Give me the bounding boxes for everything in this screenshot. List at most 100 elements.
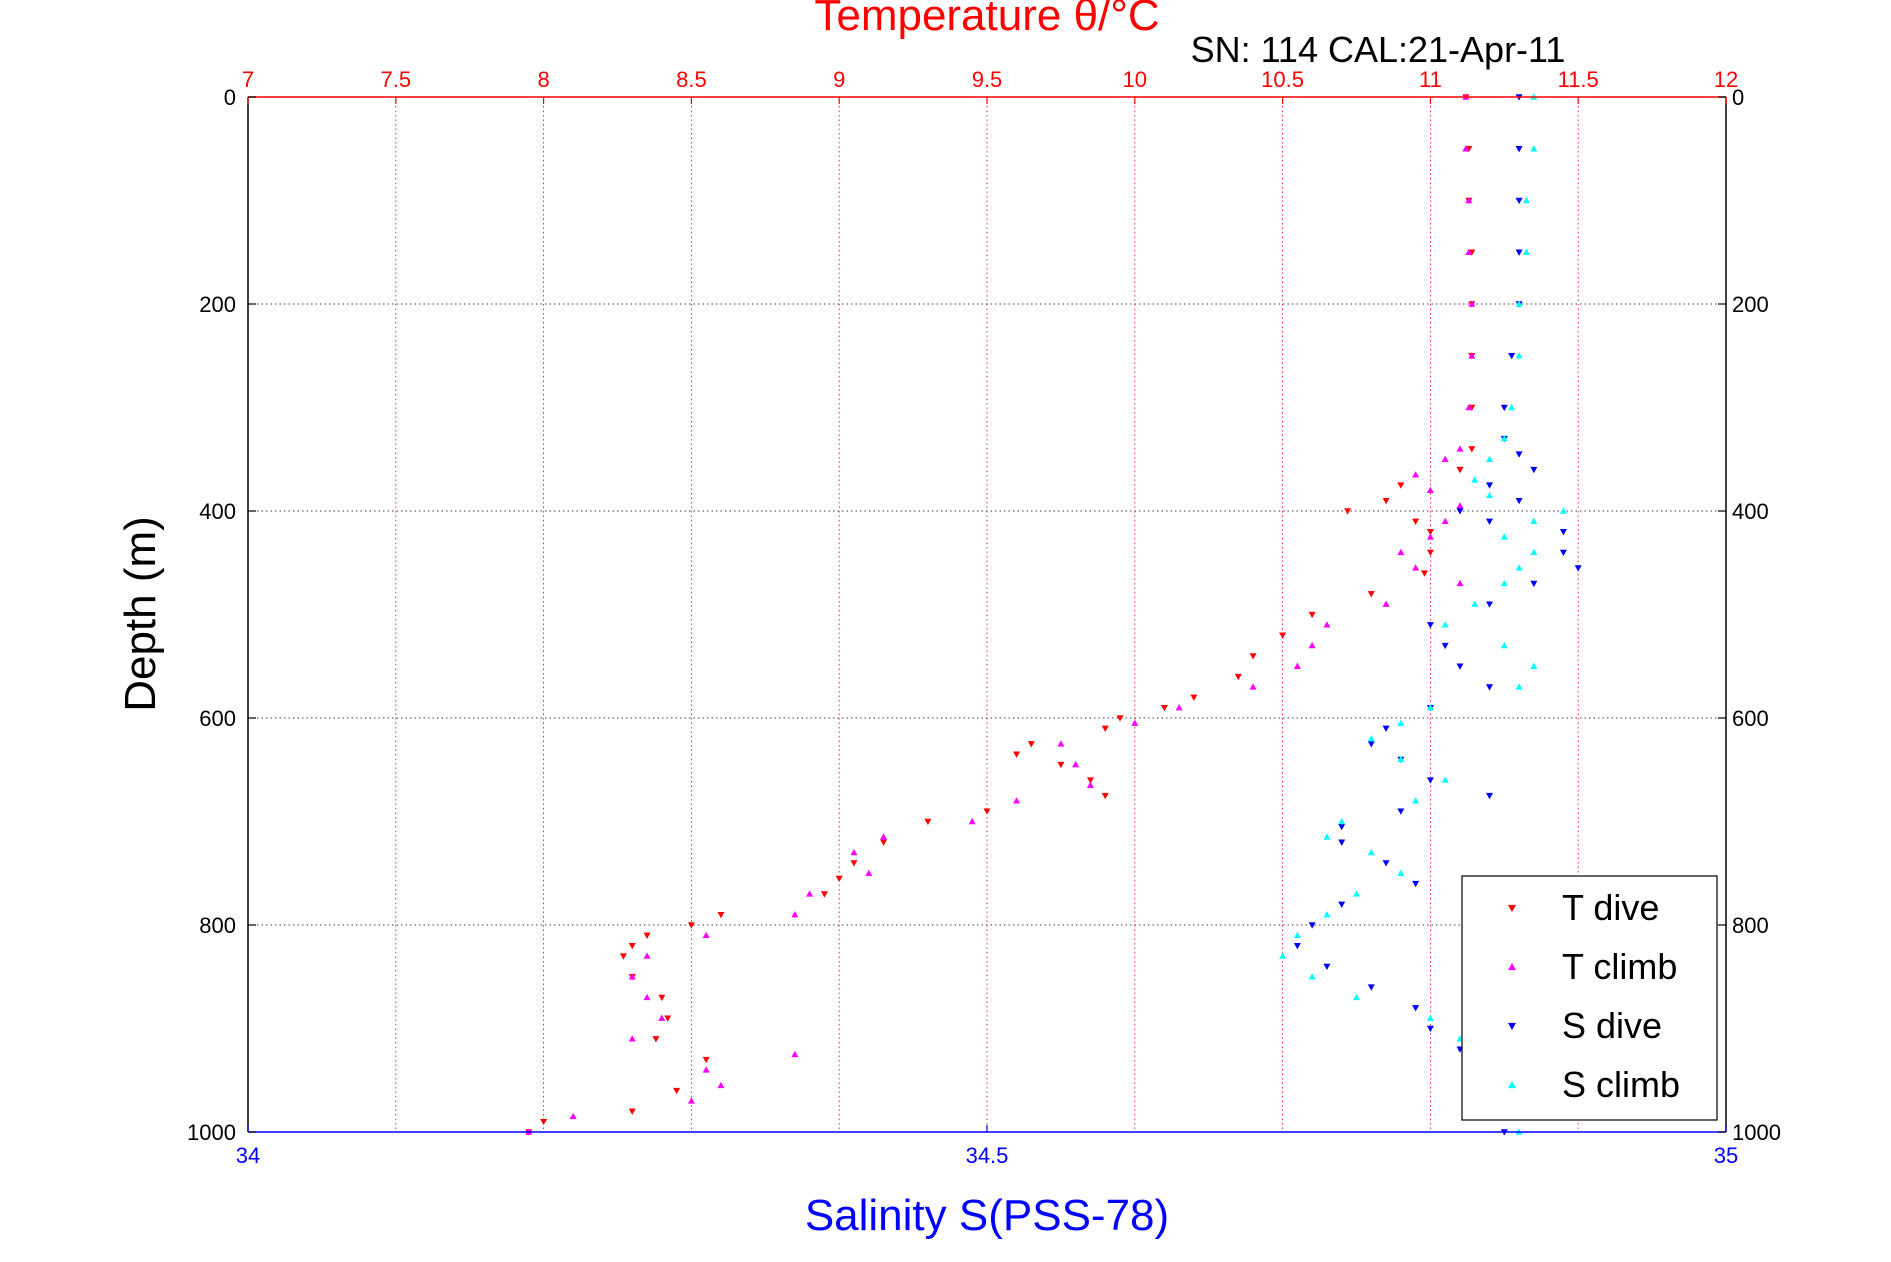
series-s-climb: [1279, 93, 1567, 1135]
legend-marker: [1507, 1080, 1517, 1089]
data-point-s-dive: [1515, 497, 1523, 505]
left-tick-label: 400: [199, 499, 236, 524]
data-point-s-dive: [1456, 663, 1464, 670]
data-point-t-dive: [1234, 673, 1242, 681]
data-point-s-climb: [1508, 403, 1516, 411]
data-point-s-dive: [1426, 777, 1434, 784]
data-point-s-climb: [1500, 434, 1508, 442]
left-tick-label: 1000: [187, 1120, 236, 1145]
data-point-s-climb: [1279, 952, 1287, 959]
data-point-s-climb: [1530, 662, 1538, 669]
data-point-s-climb: [1515, 564, 1523, 571]
top-tick-label: 7: [242, 67, 254, 92]
legend-label: T dive: [1562, 887, 1659, 928]
data-point-t-dive: [1367, 591, 1375, 598]
data-point-t-climb: [1468, 352, 1476, 359]
data-point-t-climb: [1249, 683, 1257, 690]
data-point-t-climb: [643, 952, 651, 959]
data-point-s-climb: [1522, 248, 1530, 255]
data-point-s-dive: [1308, 922, 1316, 929]
data-point-s-dive: [1486, 792, 1494, 800]
top-tick-label: 10: [1123, 67, 1147, 92]
data-point-s-dive: [1486, 518, 1494, 525]
data-point-t-dive: [1344, 508, 1352, 515]
data-point-t-climb: [1426, 533, 1434, 540]
legend-box: [1461, 875, 1718, 1121]
data-point-s-dive: [1441, 642, 1449, 650]
data-point-s-dive: [1574, 565, 1582, 572]
data-point-s-dive: [1508, 353, 1516, 360]
data-point-s-climb: [1500, 533, 1508, 540]
data-point-s-dive: [1382, 725, 1390, 732]
data-point-t-climb: [806, 890, 814, 897]
top-tick-label: 7.5: [381, 67, 412, 92]
data-point-s-dive: [1338, 901, 1346, 908]
data-point-t-climb: [880, 833, 888, 840]
data-point-t-climb: [1131, 719, 1139, 726]
data-point-s-climb: [1515, 683, 1523, 690]
data-point-t-climb: [1175, 704, 1183, 711]
data-point-s-climb: [1426, 704, 1434, 711]
data-point-t-climb: [1456, 579, 1464, 587]
series-s-dive: [1293, 94, 1582, 1136]
data-point-t-climb: [1412, 564, 1420, 571]
data-point-t-climb: [1456, 445, 1464, 452]
legend-label: S climb: [1562, 1064, 1680, 1105]
series-t-climb: [525, 93, 1476, 1135]
bottom-axis-title: Salinity S(PSS-78): [805, 1191, 1169, 1240]
top-tick-label: 11: [1419, 67, 1442, 92]
legend-label: T climb: [1562, 946, 1677, 987]
top-tick-label: 12: [1714, 67, 1738, 92]
data-point-t-climb: [1308, 641, 1316, 649]
data-point-t-dive: [835, 875, 843, 883]
right-tick-label: 1000: [1732, 1120, 1781, 1145]
data-point-s-dive: [1382, 860, 1390, 867]
data-point-t-climb: [791, 911, 799, 918]
data-point-t-climb: [628, 1035, 636, 1042]
data-point-t-climb: [628, 973, 636, 980]
legend-marker: [1507, 904, 1517, 913]
legend-label: S dive: [1562, 1005, 1662, 1046]
data-point-s-dive: [1530, 580, 1538, 588]
data-point-t-dive: [983, 808, 991, 815]
data-points: [525, 93, 1582, 1136]
data-point-t-dive: [880, 839, 888, 846]
data-point-s-dive: [1338, 823, 1346, 831]
data-point-s-climb: [1397, 755, 1405, 763]
data-point-t-climb: [1013, 797, 1021, 804]
data-point-s-climb: [1530, 517, 1538, 525]
data-point-t-dive: [1101, 725, 1109, 732]
data-point-t-climb: [1293, 662, 1301, 669]
data-point-s-dive: [1412, 1005, 1420, 1012]
data-point-t-climb: [1465, 196, 1473, 204]
data-point-s-dive: [1367, 984, 1375, 991]
data-point-s-climb: [1308, 973, 1316, 980]
data-point-s-climb: [1441, 621, 1449, 628]
data-point-s-climb: [1367, 848, 1375, 856]
data-point-t-dive: [1420, 570, 1428, 577]
data-point-t-dive: [702, 1056, 710, 1064]
data-point-s-climb: [1559, 507, 1567, 514]
data-point-t-dive: [1086, 777, 1094, 784]
left-tick-label: 800: [199, 913, 236, 938]
top-tick-label: 8.5: [676, 67, 707, 92]
left-tick-label: 200: [199, 292, 236, 317]
top-tick-label: 11.5: [1558, 67, 1599, 92]
legend: T dive T climb S dive S climb: [1461, 875, 1718, 1121]
data-point-t-climb: [702, 931, 710, 939]
data-point-t-dive: [1249, 653, 1257, 660]
data-point-t-climb: [1397, 548, 1405, 556]
data-point-t-climb: [569, 1112, 577, 1120]
calibration-annotation: SN: 114 CAL:21-Apr-11: [1191, 29, 1566, 70]
data-point-t-dive: [1412, 518, 1420, 525]
data-point-t-climb: [1441, 455, 1449, 462]
data-point-t-dive: [1382, 497, 1390, 505]
data-point-s-climb: [1486, 455, 1494, 462]
data-point-t-dive: [1101, 792, 1109, 800]
data-point-s-climb: [1530, 145, 1538, 152]
bottom-tick-label: 35: [1714, 1143, 1738, 1168]
data-point-t-climb: [1412, 471, 1420, 478]
data-point-t-dive: [850, 860, 858, 867]
data-point-t-climb: [1465, 248, 1473, 255]
data-point-t-climb: [1465, 403, 1473, 411]
